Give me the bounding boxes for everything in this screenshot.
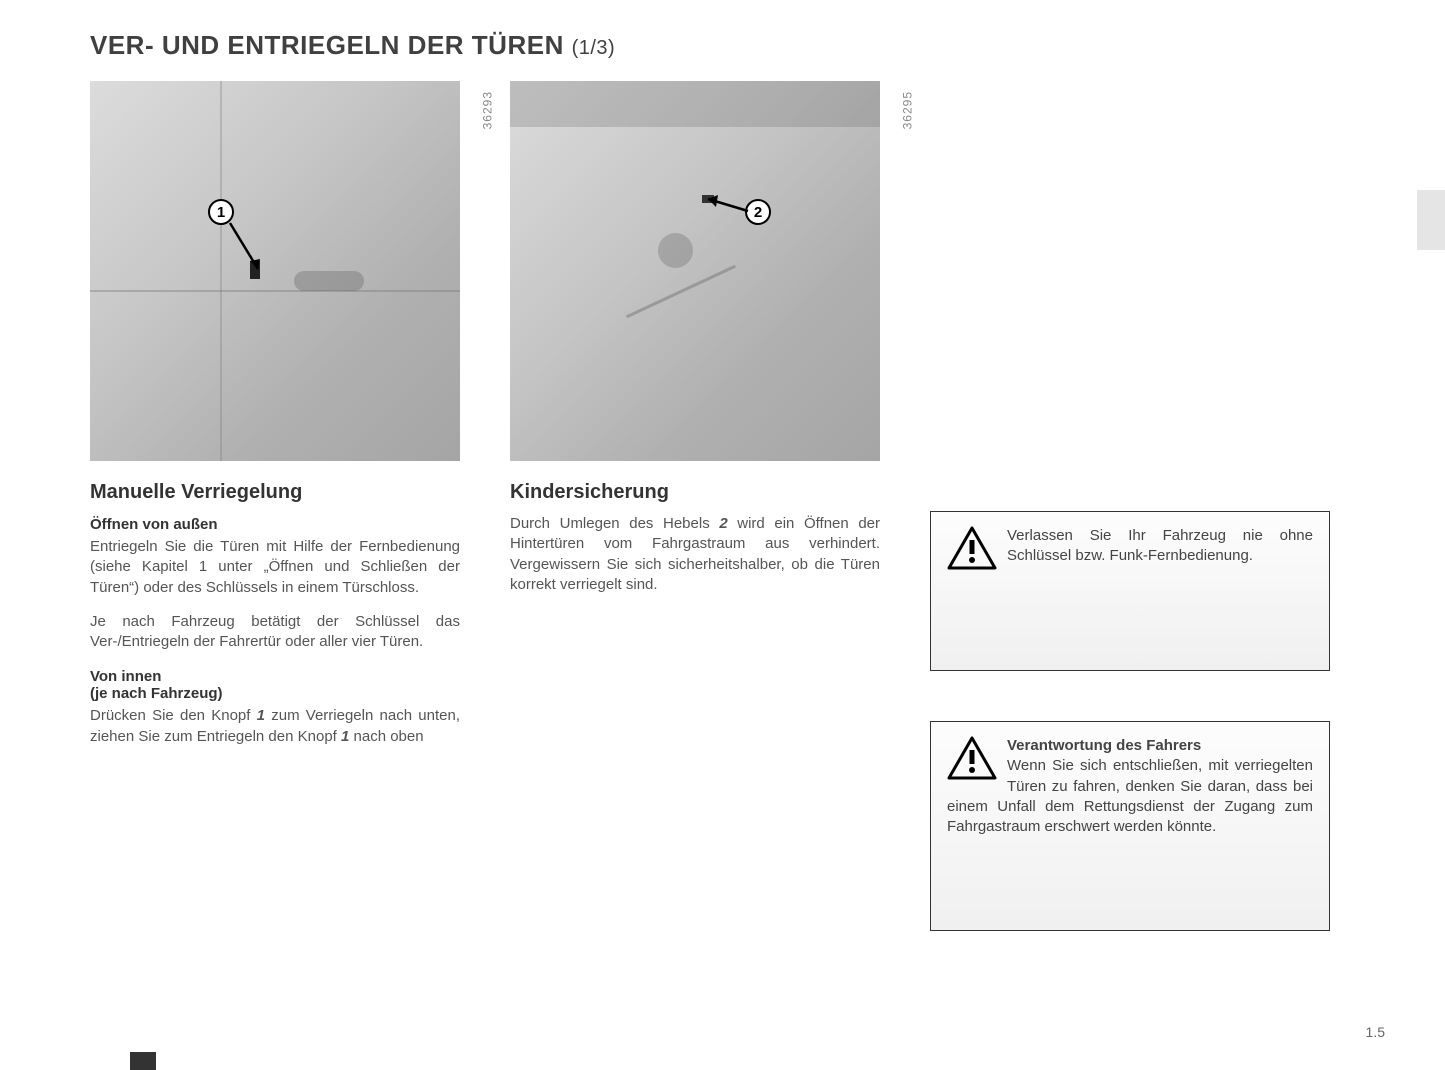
figure-2-id: 36295 [900,91,914,129]
figure-1: 36293 1 [90,81,460,461]
col1-sub1-para1: Entriegeln Sie die Türen mit Hilfe der F… [90,537,460,598]
page-title: VER- UND ENTRIEGELN DER TÜREN (1/3) [90,30,1385,61]
col1-sub2-heading: Von innen (je nach Fahrzeug) [90,668,460,702]
figure-2: 36295 2 [510,81,880,461]
side-tab [1417,190,1445,250]
column-3: Verlassen Sie Ihr Fahrzeug nie ohne Schl… [930,81,1330,931]
warning-icon [947,736,997,780]
warning-1-content: Verlassen Sie Ihr Fahrzeug nie ohne Schl… [947,526,1313,567]
col2-para: Durch Umlegen des Hebels 2 wird ein Öffn… [510,514,880,595]
column-1: 36293 1 Manuelle Verriegelung Öffnen von… [90,81,460,931]
content-columns: 36293 1 Manuelle Verriegelung Öffnen von… [90,81,1385,931]
column-2: 36295 2 Kindersicherung Durch Umlegen de… [510,81,880,931]
warning-box-1: Verlassen Sie Ihr Fahrzeug nie ohne Schl… [930,511,1330,671]
title-main: VER- UND ENTRIEGELN DER TÜREN [90,30,564,60]
figure-1-image [90,81,460,461]
col2-heading: Kindersicherung [510,481,880,504]
figure-1-id: 36293 [480,91,494,129]
col1-sub1-para2: Je nach Fahrzeug betätigt der Schlüssel … [90,612,460,653]
figure-2-image [510,81,880,461]
warning-icon [947,526,997,570]
title-suffix: (1/3) [572,37,616,59]
col1-heading: Manuelle Verriegelung [90,481,460,504]
warning-2-content: Verantwortung des Fahrers Wenn Sie sich … [947,736,1313,837]
section-tab-marker [130,1052,156,1070]
warning-2-title: Verantwortung des Fahrers [1007,737,1201,754]
page-number: 1.5 [1366,1024,1385,1040]
col1-sub1-heading: Öffnen von außen [90,516,460,533]
col1-sub2-para: Drücken Sie den Knopf 1 zum Verriegeln n… [90,706,460,747]
warning-box-2: Verantwortung des Fahrers Wenn Sie sich … [930,721,1330,931]
